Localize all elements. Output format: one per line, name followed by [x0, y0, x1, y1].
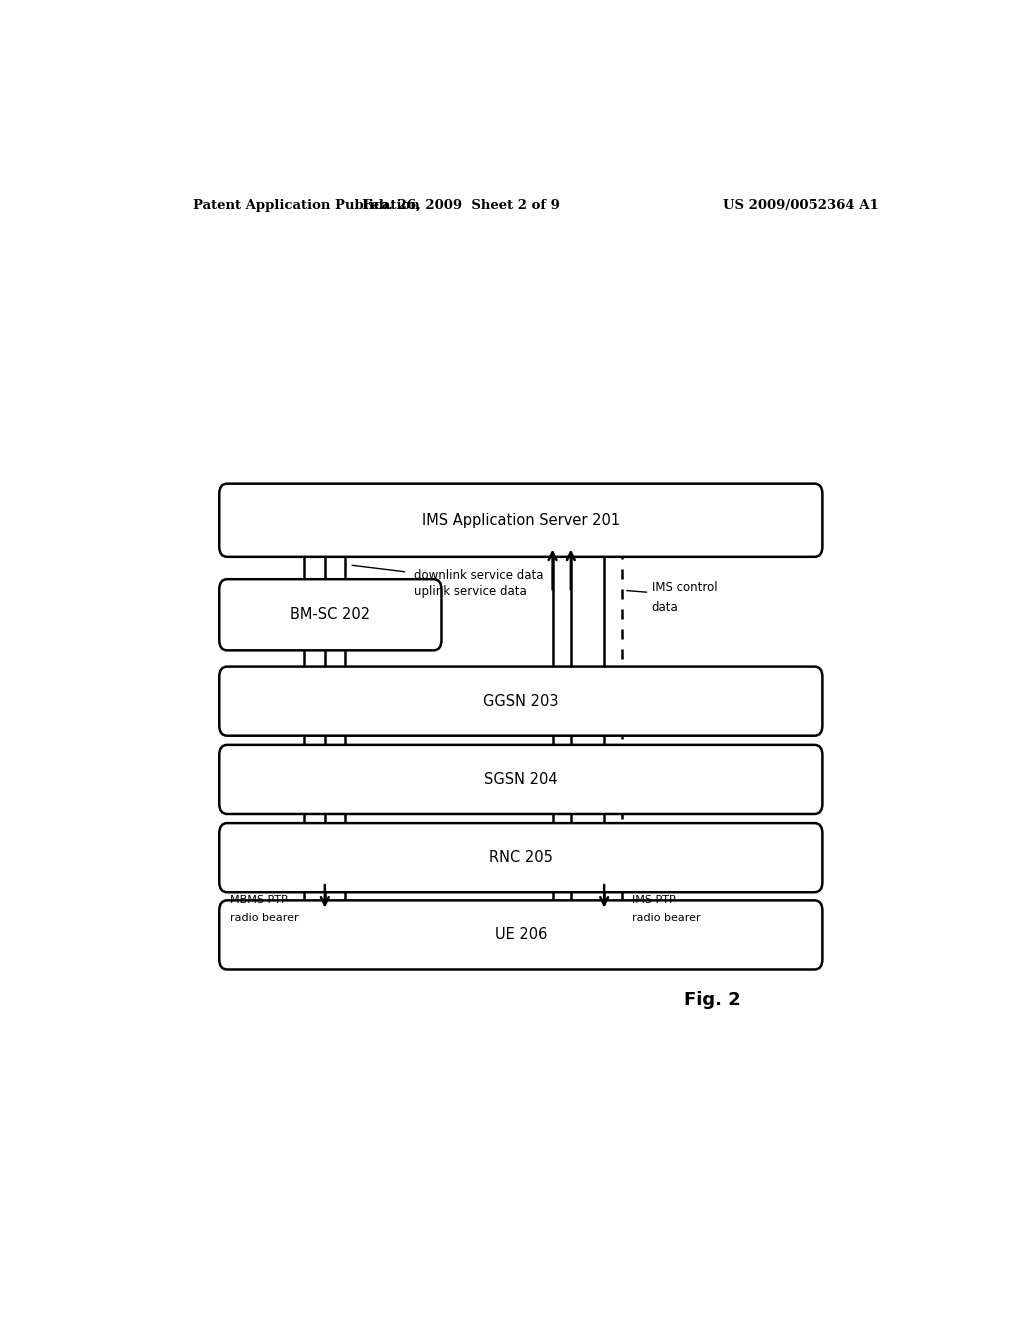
- Text: data: data: [652, 601, 679, 614]
- Text: IMS Application Server 201: IMS Application Server 201: [422, 512, 620, 528]
- Text: BM-SC 202: BM-SC 202: [291, 607, 371, 622]
- Text: US 2009/0052364 A1: US 2009/0052364 A1: [723, 198, 879, 211]
- Text: radio bearer: radio bearer: [632, 912, 700, 923]
- FancyBboxPatch shape: [219, 900, 822, 969]
- Text: UE 206: UE 206: [495, 928, 547, 942]
- FancyBboxPatch shape: [219, 744, 822, 814]
- Text: downlink service data: downlink service data: [414, 569, 543, 582]
- Text: MBMS PTP: MBMS PTP: [229, 895, 288, 906]
- Text: SGSN 204: SGSN 204: [484, 772, 558, 787]
- Text: Fig. 2: Fig. 2: [684, 991, 740, 1008]
- Text: GGSN 203: GGSN 203: [483, 693, 558, 709]
- Text: Patent Application Publication: Patent Application Publication: [194, 198, 420, 211]
- FancyBboxPatch shape: [219, 483, 822, 557]
- Text: Feb. 26, 2009  Sheet 2 of 9: Feb. 26, 2009 Sheet 2 of 9: [362, 198, 560, 211]
- Text: IMS PTP: IMS PTP: [632, 895, 676, 906]
- FancyBboxPatch shape: [219, 824, 822, 892]
- FancyBboxPatch shape: [219, 579, 441, 651]
- Text: radio bearer: radio bearer: [229, 912, 298, 923]
- Text: uplink service data: uplink service data: [414, 585, 526, 598]
- FancyBboxPatch shape: [219, 667, 822, 735]
- Text: RNC 205: RNC 205: [488, 850, 553, 865]
- Text: IMS control: IMS control: [652, 581, 718, 594]
